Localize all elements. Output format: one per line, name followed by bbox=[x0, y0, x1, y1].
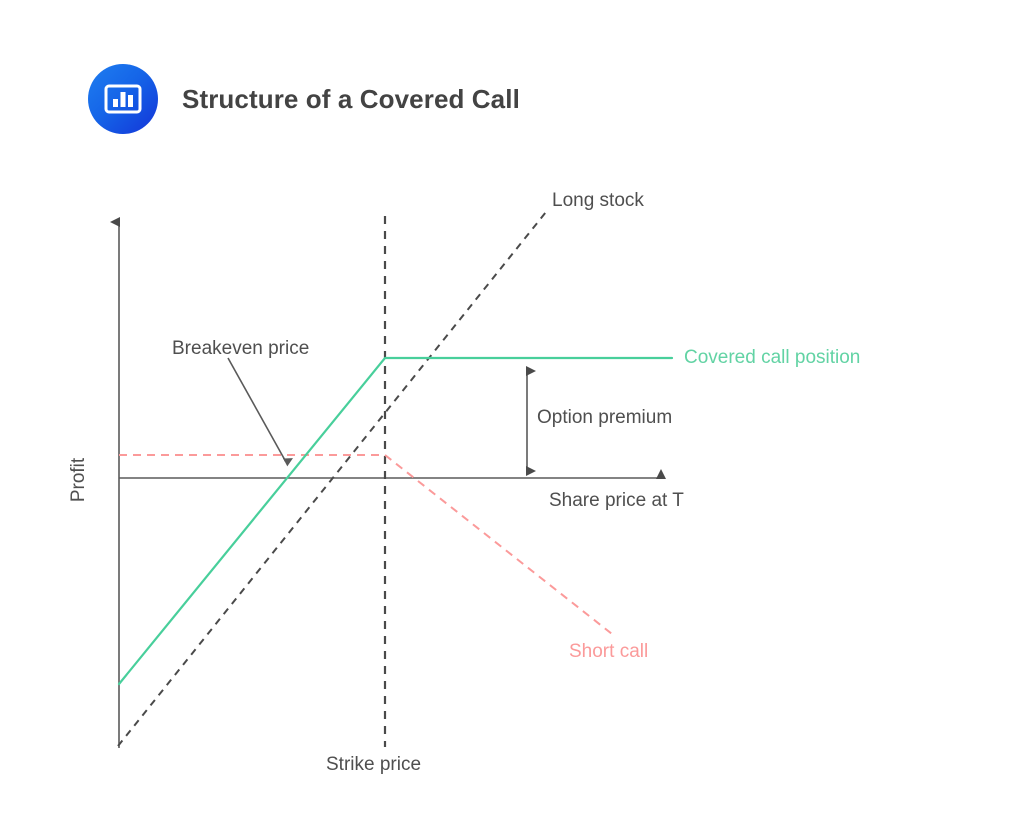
breakeven-price-arrow bbox=[227, 357, 293, 467]
y-axis-label-text: Profit bbox=[68, 457, 89, 503]
option-premium-label: Option premium bbox=[537, 407, 673, 428]
page-title: Structure of a Covered Call bbox=[182, 83, 520, 114]
y-axis-label: Profit bbox=[68, 440, 89, 520]
short-call-label: Short call bbox=[569, 641, 649, 662]
bar-chart-icon bbox=[104, 84, 142, 114]
breakeven-price-label: Breakeven price bbox=[172, 338, 310, 359]
covered-call-position-label: Covered call position bbox=[684, 347, 861, 368]
short-call-line bbox=[119, 454, 613, 635]
long-stock-line bbox=[117, 211, 547, 747]
x-axis-label: Share price at T bbox=[549, 490, 684, 511]
strike-price-label: Strike price bbox=[326, 754, 422, 775]
long-stock-label: Long stock bbox=[552, 190, 644, 211]
covered-call-position-line bbox=[117, 356, 674, 686]
page-header: Structure of a Covered Call bbox=[88, 64, 520, 134]
brand-logo-badge bbox=[88, 64, 158, 134]
